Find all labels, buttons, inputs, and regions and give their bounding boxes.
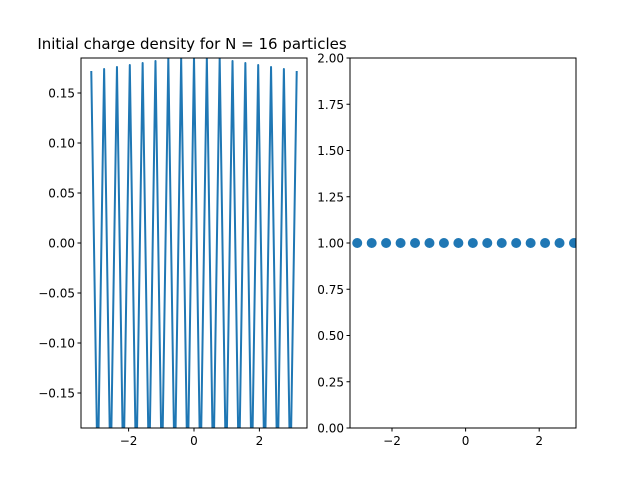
particle-point: [511, 238, 522, 248]
particle-y-tick-label: 0.75: [317, 283, 344, 297]
particle-y-tick-label: 0.00: [317, 422, 344, 436]
particle-plot: −2 0 2 0.00 0.25 0.50 0.75 1.00 1.25 1.50 1.75 2.0…: [317, 52, 577, 448]
particle-point: [568, 238, 576, 248]
particle-y-ticks: 0.00 0.25 0.50 0.75 1.00 1.25 1.50 1.75 2.00: [317, 52, 350, 436]
density-plot-frame: [80, 57, 308, 429]
particle-x-tick-label: 0: [462, 434, 470, 448]
particle-point: [438, 238, 449, 248]
density-y-tick-label: 0.05: [48, 187, 75, 201]
density-x-tick-label: 0: [190, 434, 198, 448]
particle-point: [424, 238, 435, 248]
particle-y-tick-label: 0.25: [317, 375, 344, 389]
particle-point: [554, 238, 565, 248]
particle-point: [540, 238, 551, 248]
particle-x-tick-label: 2: [535, 434, 543, 448]
particle-plot-frame: [349, 57, 577, 429]
particle-point: [467, 238, 478, 248]
density-x-ticks: −2 0 2: [120, 428, 263, 448]
particle-point: [410, 238, 421, 248]
density-x-tick-label: 2: [256, 434, 264, 448]
particle-point: [496, 238, 507, 248]
density-y-tick-label: −0.10: [38, 337, 75, 351]
particle-y-tick-label: 1.00: [317, 237, 344, 251]
density-y-tick-label: 0.00: [48, 237, 75, 251]
particle-y-tick-label: 1.50: [317, 144, 344, 158]
density-x-tick-label: −2: [120, 434, 138, 448]
particle-point: [395, 238, 406, 248]
particle-point: [366, 238, 377, 248]
particle-point: [482, 238, 493, 248]
density-y-tick-label: −0.15: [38, 387, 75, 401]
particle-point: [453, 238, 464, 248]
particle-point: [525, 238, 536, 248]
density-plot: −2 0 2 −0.15 −0.10 −0.05 0.00 0.05 0.10 0.15: [38, 57, 308, 448]
density-y-tick-label: −0.05: [38, 287, 75, 301]
density-series-area: [90, 58, 298, 428]
particle-y-tick-label: 1.75: [317, 98, 344, 112]
density-y-tick-label: 0.15: [48, 87, 75, 101]
particle-point: [381, 238, 392, 248]
particle-y-tick-label: 1.25: [317, 190, 344, 204]
density-y-tick-label: 0.10: [48, 137, 75, 151]
particle-x-ticks: −2 0 2: [383, 428, 543, 448]
particle-y-tick-label: 0.50: [317, 329, 344, 343]
chart-title: Initial charge density for N = 16 partic…: [37, 35, 347, 53]
particle-x-tick-label: −2: [383, 434, 401, 448]
particle-y-tick-label: 2.00: [317, 52, 344, 66]
particle-point: [352, 238, 363, 248]
density-y-ticks: −0.15 −0.10 −0.05 0.00 0.05 0.10 0.15: [38, 87, 81, 401]
density-series-line: [90, 58, 298, 428]
particle-series-area: [352, 238, 576, 248]
